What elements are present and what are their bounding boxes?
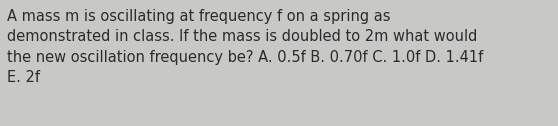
Text: A mass m is oscillating at frequency f on a spring as
demonstrated in class. If : A mass m is oscillating at frequency f o… — [7, 9, 483, 85]
